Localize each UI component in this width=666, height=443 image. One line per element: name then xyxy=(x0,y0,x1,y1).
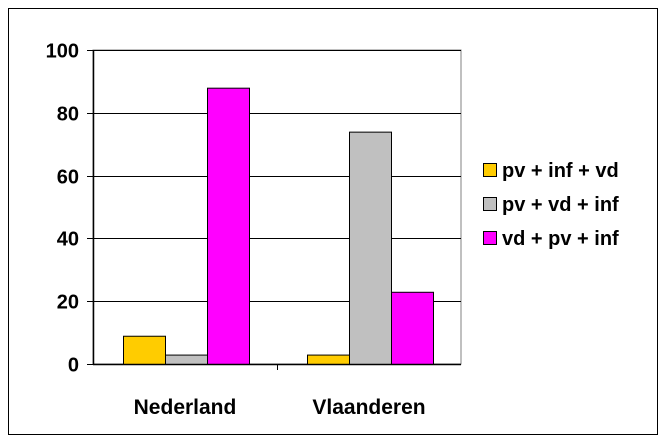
legend-label: vd + pv + inf xyxy=(502,228,619,250)
y-tick-label: 20 xyxy=(57,292,79,314)
grid-lines xyxy=(93,50,461,302)
legend-swatch xyxy=(483,197,497,211)
bars xyxy=(123,87,434,366)
bar-vlaanderen-series-1 xyxy=(307,354,350,365)
y-tick-label: 60 xyxy=(57,167,79,189)
legend-swatch xyxy=(483,163,497,177)
legend: pv + inf + vd pv + vd + inf vd + pv + inf xyxy=(483,160,619,250)
bar-nederland-series-2 xyxy=(165,354,208,365)
legend-swatch xyxy=(483,231,497,245)
x-tick-label: Nederland xyxy=(134,396,237,419)
bar-vlaanderen-series-3 xyxy=(391,291,434,365)
axes xyxy=(87,50,461,370)
legend-label: pv + vd + inf xyxy=(502,194,619,216)
x-tick-labels: Nederland Vlaanderen xyxy=(134,396,426,419)
x-tick-label: Vlaanderen xyxy=(312,396,425,419)
y-tick-label: 80 xyxy=(57,104,79,126)
y-tick-labels: 0 20 40 60 80 100 xyxy=(46,41,79,377)
bar-nederland-series-3 xyxy=(207,87,250,366)
bar-vlaanderen-series-2 xyxy=(349,131,392,365)
y-tick-label: 100 xyxy=(46,41,79,63)
bar-nederland-series-1 xyxy=(123,335,166,365)
y-tick-label: 0 xyxy=(68,355,79,377)
y-tick-label: 40 xyxy=(57,229,79,251)
legend-label: pv + inf + vd xyxy=(502,160,619,182)
